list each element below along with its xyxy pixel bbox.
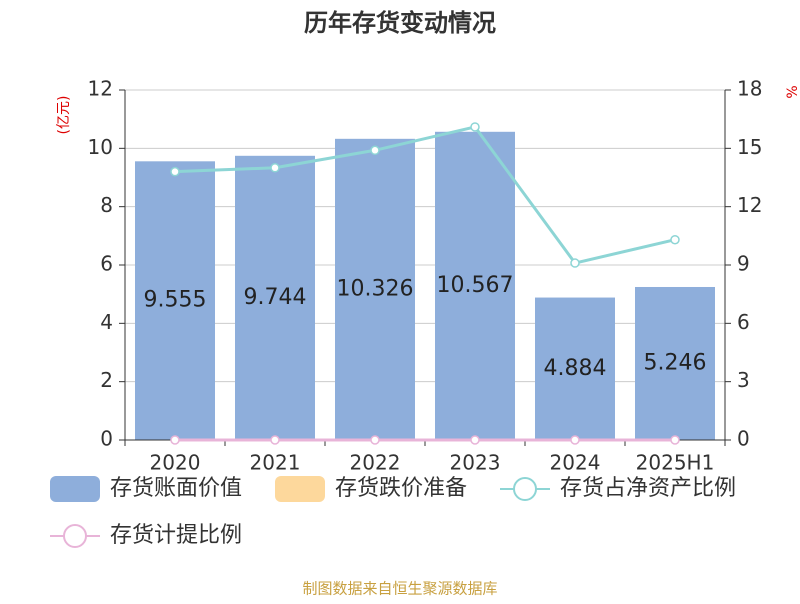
line-marker (470, 435, 480, 445)
y2-tick-label: 18 (737, 77, 762, 101)
x-tick-label: 2025H1 (636, 451, 715, 475)
y-tick-label: 0 (100, 427, 113, 451)
bar-value-label: 4.884 (544, 356, 607, 381)
y2-tick-label: 15 (737, 135, 762, 159)
y-tick-label: 8 (100, 193, 113, 217)
legend-label: 存货占净资产比例 (560, 476, 736, 501)
bar-value-label: 9.555 (144, 288, 207, 313)
y2-tick-label: 3 (737, 368, 750, 392)
x-tick-label: 2020 (150, 451, 201, 475)
line-marker (170, 435, 180, 445)
y2-tick-label: 0 (737, 427, 750, 451)
line-marker (570, 435, 580, 445)
legend-swatch (63, 524, 87, 548)
line-marker (370, 145, 380, 156)
chart-title: 历年存货变动情况 (304, 9, 496, 37)
line-marker (670, 234, 680, 245)
bar (435, 131, 515, 440)
line-marker (370, 435, 380, 445)
line-marker (170, 166, 180, 177)
bar (135, 161, 215, 440)
y-tick-label: 10 (88, 135, 113, 159)
y-tick-label: 2 (100, 368, 113, 392)
bar (335, 138, 415, 440)
y2-tick-label: 12 (737, 193, 762, 217)
y-tick-label: 4 (100, 310, 113, 334)
y2-tick-label: 6 (737, 310, 750, 334)
bar-value-label: 10.326 (337, 276, 414, 301)
line-marker (570, 258, 580, 268)
y-tick-label: 6 (100, 252, 113, 276)
line-marker (670, 435, 680, 445)
bar (635, 286, 715, 440)
y-tick-label: 12 (88, 77, 113, 101)
y-axis-label: (亿元) (56, 96, 72, 135)
y2-tick-label: 9 (737, 252, 750, 276)
legend-swatch (275, 476, 325, 502)
x-tick-label: 2021 (250, 451, 301, 475)
legend-swatch (50, 476, 100, 502)
bar (535, 297, 615, 440)
line-marker (270, 435, 280, 445)
line (174, 125, 676, 265)
bar (235, 155, 315, 441)
source-note: 制图数据来自恒生聚源数据库 (302, 580, 497, 598)
x-tick-label: 2023 (450, 451, 501, 475)
y2-axis-label: % (785, 85, 800, 98)
x-tick-label: 2022 (350, 451, 401, 475)
legend-label: 存货账面价值 (110, 476, 242, 501)
bar-value-label: 10.567 (437, 273, 514, 298)
line-marker (470, 122, 480, 132)
legend-label: 存货计提比例 (110, 523, 242, 548)
line-marker (270, 163, 280, 173)
bar-value-label: 9.744 (244, 285, 307, 310)
legend-label: 存货跌价准备 (335, 476, 467, 501)
x-tick-label: 2024 (550, 451, 601, 475)
bar-value-label: 5.246 (644, 350, 707, 375)
legend-swatch (513, 477, 537, 501)
